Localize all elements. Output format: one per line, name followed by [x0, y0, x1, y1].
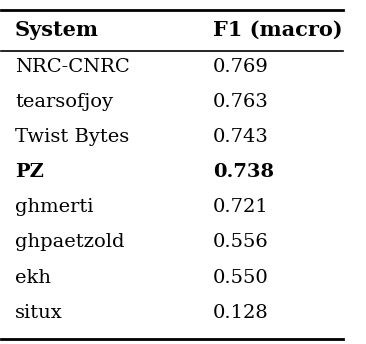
- Text: PZ: PZ: [15, 163, 44, 181]
- Text: NRC-CNRC: NRC-CNRC: [15, 58, 130, 76]
- Text: 0.763: 0.763: [213, 93, 269, 111]
- Text: 0.550: 0.550: [213, 269, 269, 287]
- Text: F1 (macro): F1 (macro): [213, 20, 343, 40]
- Text: situx: situx: [15, 304, 63, 322]
- Text: ekh: ekh: [15, 269, 51, 287]
- Text: System: System: [15, 20, 99, 40]
- Text: 0.738: 0.738: [213, 163, 274, 181]
- Text: 0.721: 0.721: [213, 198, 269, 216]
- Text: ghmerti: ghmerti: [15, 198, 94, 216]
- Text: Twist Bytes: Twist Bytes: [15, 128, 129, 146]
- Text: ghpaetzold: ghpaetzold: [15, 234, 124, 251]
- Text: 0.128: 0.128: [213, 304, 269, 322]
- Text: 0.769: 0.769: [213, 58, 269, 76]
- Text: 0.556: 0.556: [213, 234, 269, 251]
- Text: 0.743: 0.743: [213, 128, 269, 146]
- Text: tearsofjoy: tearsofjoy: [15, 93, 113, 111]
